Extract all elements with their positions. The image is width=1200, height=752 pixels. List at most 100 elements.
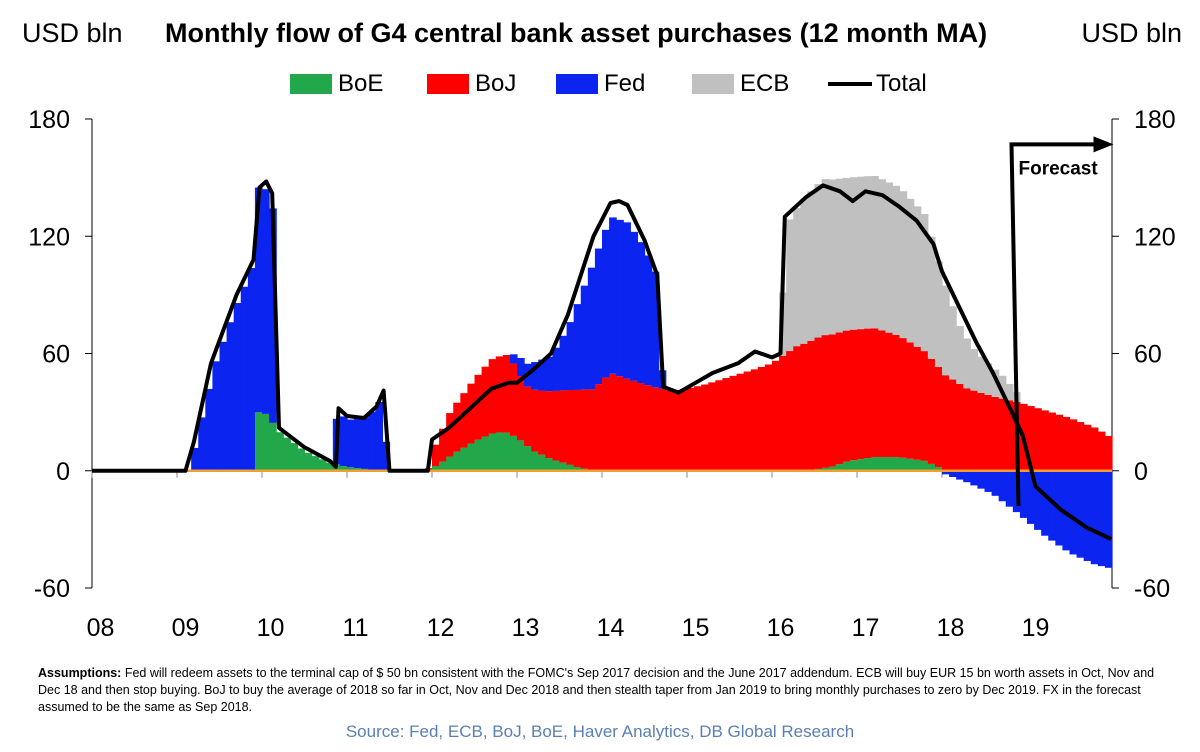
bar-ecb [871, 175, 879, 329]
bar-fed [198, 417, 206, 471]
bar-boe [290, 443, 299, 471]
bar-boj [757, 366, 766, 471]
bar-fed [651, 271, 660, 388]
bar-boj [927, 358, 936, 464]
bar-fed [1048, 470, 1056, 541]
bar-boe [849, 460, 858, 471]
bar-fed [375, 401, 384, 471]
bar-boe [254, 412, 263, 471]
bar-boj [1048, 412, 1056, 471]
bar-boj [495, 356, 504, 433]
bar-boj [871, 328, 879, 458]
x-tick-label: 13 [512, 614, 540, 642]
bar-boe [545, 458, 554, 471]
bar-fed [559, 335, 568, 391]
bar-boj [1104, 435, 1113, 471]
bar-boe [276, 432, 284, 471]
bar-ecb [998, 375, 1007, 399]
assumptions-heading: Assumptions: [38, 666, 122, 680]
bar-boj [977, 392, 986, 471]
bar-ecb [835, 178, 844, 333]
legend-swatch-fed [556, 74, 598, 94]
bar-boj [963, 388, 971, 471]
legend-label-total: Total [876, 70, 927, 97]
bar-boj [849, 329, 858, 461]
bar-fed [509, 354, 518, 364]
bar-boj [984, 394, 993, 471]
bar-fed [347, 419, 355, 468]
y-tick-label-right: 180 [1134, 106, 1176, 134]
bar-boe [559, 462, 568, 471]
bar-boj [694, 386, 702, 471]
bar-boj [828, 334, 837, 467]
bar-boj [609, 373, 617, 471]
bar-boj [835, 332, 844, 465]
bar-boj [885, 332, 894, 458]
bar-fed [269, 208, 277, 423]
bar-boj [687, 387, 695, 471]
bar-boj [920, 351, 929, 461]
source-line: Source: Fed, ECB, BoJ, BoE, Haver Analyt… [345, 722, 855, 741]
bar-ecb [906, 198, 915, 343]
bar-boe [892, 457, 901, 471]
bar-boe [297, 448, 306, 471]
bar-fed [594, 248, 603, 385]
bar-fed [219, 341, 228, 471]
bar-fed [361, 417, 369, 469]
bar-boe [481, 436, 490, 471]
y-tick-label-right: -60 [1134, 575, 1170, 603]
bar-boe [927, 463, 936, 471]
bar-fed [956, 470, 964, 480]
bar-fed [984, 470, 993, 492]
bar-boe [864, 458, 872, 471]
bar-boe [821, 467, 830, 471]
bar-fed [545, 356, 554, 392]
bar-boj [864, 328, 872, 459]
bar-boj [970, 390, 979, 471]
bar-ecb [878, 179, 886, 331]
bar-fed [517, 357, 525, 377]
bar-boj [432, 444, 440, 466]
bar-fed [998, 470, 1007, 502]
bar-boj [573, 389, 582, 468]
bar-ecb [942, 285, 950, 376]
bar-ecb [864, 176, 872, 329]
y-tick-label-left: 0 [56, 458, 70, 486]
bar-ecb [793, 208, 801, 347]
bar-boj [474, 374, 483, 440]
bar-boe [871, 457, 879, 471]
bar-boj [1041, 410, 1049, 471]
bar-boj [587, 389, 596, 471]
legend-line-total [828, 82, 872, 86]
bar-boe [432, 465, 440, 471]
bar-boj [1027, 406, 1035, 471]
bar-boe [460, 447, 469, 471]
total-line [92, 179, 1113, 541]
bar-boe [488, 433, 497, 471]
bar-boj [764, 364, 773, 471]
legend-label-fed: Fed [604, 70, 646, 97]
legend-item-total: Total [828, 70, 927, 98]
bar-boe [517, 440, 525, 471]
bar-fed [616, 219, 624, 377]
x-tick-label: 16 [767, 614, 795, 642]
bar-boj [1055, 414, 1064, 471]
bar-boj [545, 391, 554, 459]
x-tick-label: 11 [343, 614, 369, 642]
bar-ecb [963, 338, 971, 389]
forecast-label: Forecast [1019, 158, 1099, 179]
bar-boj [701, 384, 709, 471]
x-tick-label: 19 [1022, 614, 1050, 642]
bar-boe [453, 451, 461, 471]
bar-ecb [807, 191, 816, 341]
bar-fed [623, 222, 631, 379]
bar-boe [842, 461, 851, 471]
bar-fed [573, 304, 582, 390]
bar-boj [616, 376, 624, 471]
bar-boj [736, 373, 745, 471]
bar-fed [254, 187, 263, 413]
bar-boe [913, 459, 922, 471]
bar-boj [1097, 431, 1106, 471]
y-tick-label-right: 120 [1134, 223, 1176, 251]
bar-fed [382, 441, 391, 471]
